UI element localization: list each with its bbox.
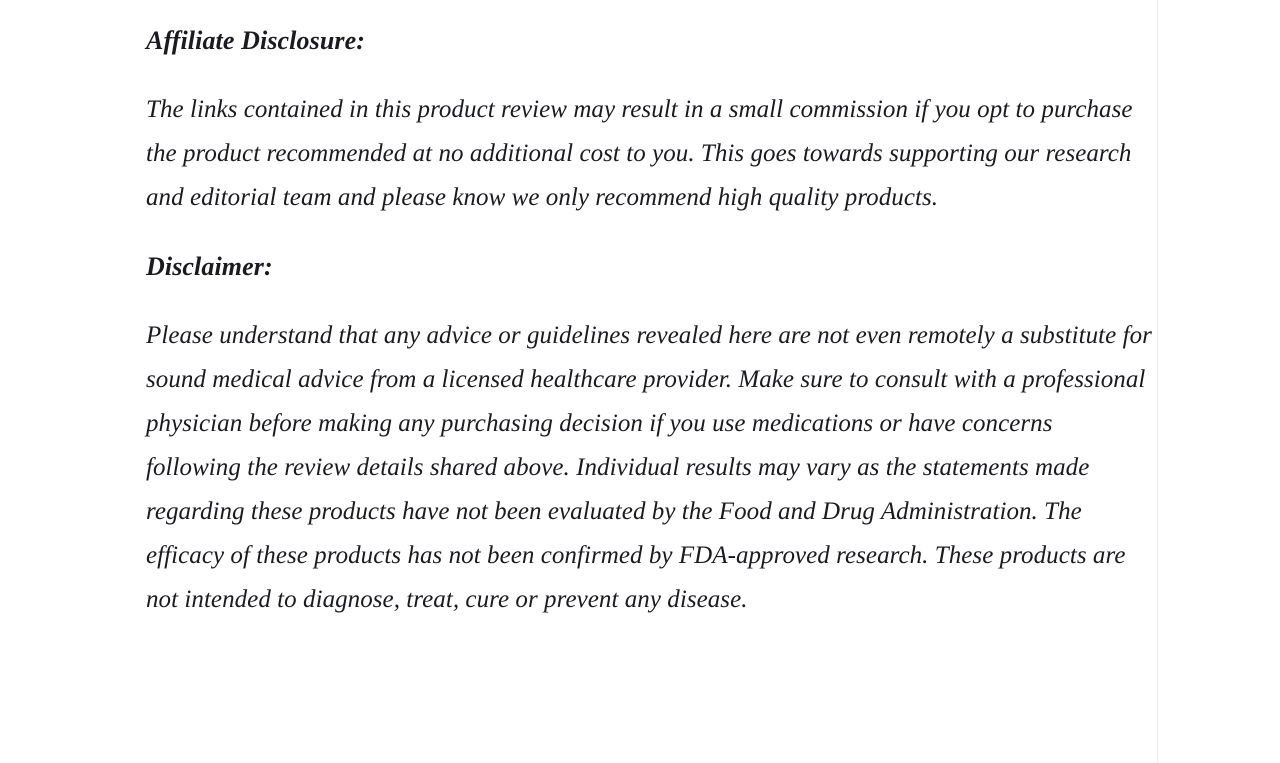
disclaimer-heading: Disclaimer: — [146, 252, 273, 281]
column-divider — [1157, 0, 1158, 763]
disclaimer-paragraph: Please understand that any advice or gui… — [146, 322, 1152, 613]
affiliate-disclosure-paragraph: The links contained in this product revi… — [146, 96, 1133, 211]
article-body: Affiliate Disclosure: The links containe… — [146, 0, 1152, 622]
affiliate-disclosure-heading: Affiliate Disclosure: — [146, 26, 365, 55]
